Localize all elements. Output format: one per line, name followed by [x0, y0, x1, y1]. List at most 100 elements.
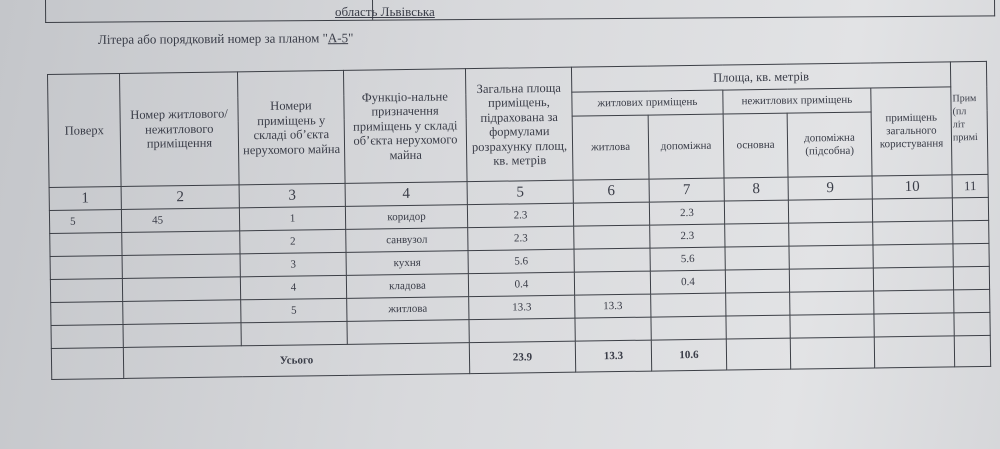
cell: [726, 338, 791, 371]
column-number: 1: [49, 186, 122, 211]
cell: [790, 336, 875, 370]
cell: [789, 290, 874, 316]
column-number: 4: [345, 181, 468, 207]
col-note: Прим (пл літ примі: [950, 61, 989, 175]
cell: [725, 292, 790, 317]
cell: [872, 197, 953, 222]
cell: [788, 198, 873, 224]
col-room-numbers: Номери приміщень у складі об’єкта нерухо…: [237, 70, 346, 185]
column-number: 11: [952, 174, 989, 198]
cell-unit: [123, 322, 242, 348]
col-aux-nonres: допоміжна (підсобна): [787, 111, 873, 178]
cell-floor: [50, 278, 123, 303]
cell: [953, 312, 991, 336]
cell: [788, 221, 873, 247]
col-total-area: Загальна площа приміщень, підрахована за…: [465, 67, 574, 182]
cell-room: 1: [239, 206, 346, 231]
cell-room: [240, 321, 348, 346]
cell: [954, 335, 991, 367]
col-main: основна: [723, 113, 789, 179]
cell-living: [574, 317, 652, 342]
cell-function: кладова: [346, 273, 469, 299]
cell-function: коридор: [345, 204, 468, 230]
col-floor: Поверх: [47, 73, 122, 188]
cell-total: [468, 318, 576, 343]
cell: [872, 220, 953, 245]
cell-living: [573, 225, 650, 250]
cell: [724, 223, 789, 248]
cell-function: [346, 319, 470, 345]
cell-room: 4: [240, 275, 347, 300]
column-number: 8: [724, 177, 789, 202]
cell-auxiliary: 2.3: [649, 201, 725, 226]
cell-function: санвузол: [345, 227, 469, 253]
cell-auxiliary: [650, 316, 727, 341]
column-number: 10: [872, 174, 953, 199]
cell: [789, 313, 875, 339]
note-line: (пл: [952, 106, 967, 118]
column-number: 9: [788, 175, 873, 201]
cell: [874, 335, 955, 368]
cell: [725, 315, 791, 340]
cell: [724, 246, 790, 271]
cell: [872, 243, 954, 268]
col-unit-number: Номер житлового/ нежитлового приміщення: [119, 71, 240, 187]
cell-floor: [51, 324, 124, 349]
col-auxiliary: допоміжна: [648, 114, 725, 180]
cell: [953, 266, 990, 290]
column-number: 3: [239, 183, 346, 208]
litera-line: Літера або порядковий номер за планом "А…: [98, 30, 354, 48]
cell: [952, 243, 990, 267]
col-residential-group: житлових приміщень: [571, 90, 724, 117]
col-function: Функціо-нальне призначення приміщень у с…: [343, 68, 468, 184]
cell: [953, 289, 990, 313]
cell-auxiliary: [650, 293, 726, 318]
note-line: Прим: [952, 93, 977, 105]
cell-total: 13.3: [468, 295, 575, 320]
address-box: [45, 0, 996, 23]
cell-living: [574, 271, 651, 296]
cell-total: 2.3: [467, 226, 574, 251]
litera-label: Літера або порядковий номер за планом ": [97, 30, 328, 47]
cell-living: [573, 248, 651, 273]
cell: [788, 244, 874, 270]
cell: [873, 289, 954, 314]
cell: [873, 312, 955, 337]
column-number: 7: [649, 178, 725, 203]
cell-floor: 5: [49, 209, 122, 234]
total-area: 23.9: [469, 341, 576, 374]
cell-unit: [121, 230, 241, 256]
col-living: житлова: [572, 115, 650, 181]
cell-room: 2: [239, 229, 347, 254]
cell-auxiliary: 2.3: [649, 224, 725, 249]
cell-unit: [122, 253, 241, 279]
litera-quote: ": [348, 30, 354, 46]
cell-function: кухня: [346, 250, 469, 276]
cell-floor: [50, 301, 124, 326]
cell-floor: [50, 255, 123, 280]
total-label: Усього: [123, 342, 470, 379]
cell: [789, 267, 874, 293]
cell-living: 13.3: [574, 294, 651, 319]
cell-unit: [122, 299, 241, 325]
cell-floor: [49, 232, 123, 257]
column-number: 2: [121, 184, 240, 210]
cell-room: 5: [240, 298, 347, 323]
note-line: літ: [952, 119, 966, 131]
total-auxiliary: 10.6: [651, 339, 727, 372]
litera-value: А-5: [327, 30, 349, 46]
column-number: 6: [573, 179, 650, 204]
cell-auxiliary: 5.6: [649, 247, 726, 272]
cell-total: 5.6: [468, 249, 575, 274]
cell-total: 0.4: [468, 272, 575, 297]
cell: [724, 200, 789, 225]
cell-total: 2.3: [467, 203, 574, 228]
total-living: 13.3: [575, 340, 652, 373]
note-line: примі: [952, 132, 978, 144]
cell: [51, 347, 124, 380]
cell: [873, 266, 954, 291]
cell-auxiliary: 0.4: [650, 270, 726, 295]
col-nonresidential-group: нежитлових приміщень: [722, 87, 872, 115]
cell-room: 3: [240, 252, 347, 277]
area-table: Поверх Номер житлового/ нежитлового прим…: [47, 61, 991, 380]
